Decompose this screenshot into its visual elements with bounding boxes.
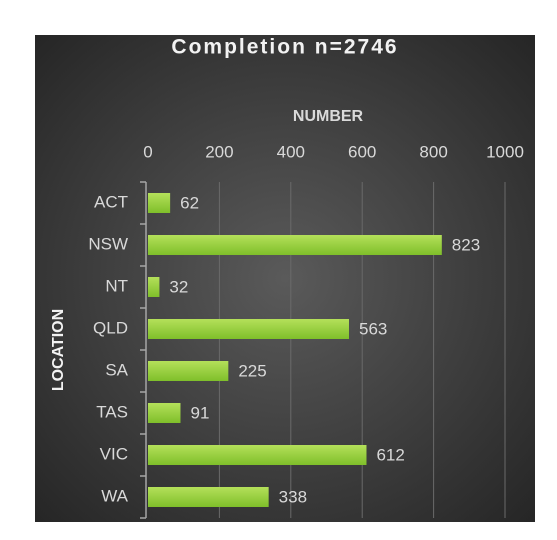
y-tick-label: TAS — [96, 402, 128, 421]
bar — [148, 487, 269, 507]
chart-title: Completion n=2746 — [171, 36, 398, 59]
chart-background — [35, 35, 535, 522]
x-tick-label: 400 — [277, 142, 305, 161]
x-tick-label: 800 — [419, 142, 447, 161]
y-axis-title: LOCATION — [50, 309, 67, 391]
bar — [148, 445, 367, 465]
data-label: 32 — [169, 277, 188, 296]
y-tick-label: ACT — [94, 192, 128, 211]
x-tick-label: 1000 — [486, 142, 524, 161]
x-tick-label: 600 — [348, 142, 376, 161]
data-label: 563 — [359, 319, 387, 338]
y-tick-label: NSW — [88, 234, 128, 253]
y-tick-label: VIC — [100, 444, 128, 463]
data-label: 91 — [190, 403, 209, 422]
data-label: 62 — [180, 193, 199, 212]
bar — [148, 277, 160, 297]
bar — [148, 319, 349, 339]
bar — [148, 361, 229, 381]
x-tick-label: 0 — [143, 142, 152, 161]
data-label: 338 — [279, 487, 307, 506]
data-label: 823 — [452, 235, 480, 254]
x-axis-title: NUMBER — [293, 108, 364, 125]
data-label: 225 — [238, 361, 266, 380]
bar — [148, 403, 181, 423]
y-tick-label: QLD — [93, 318, 128, 337]
x-tick-label: 200 — [205, 142, 233, 161]
y-tick-label: SA — [105, 360, 128, 379]
y-tick-label: WA — [101, 486, 128, 505]
bar — [148, 235, 442, 255]
data-label: 612 — [376, 445, 404, 464]
bar — [148, 193, 171, 213]
y-tick-label: NT — [105, 276, 128, 295]
